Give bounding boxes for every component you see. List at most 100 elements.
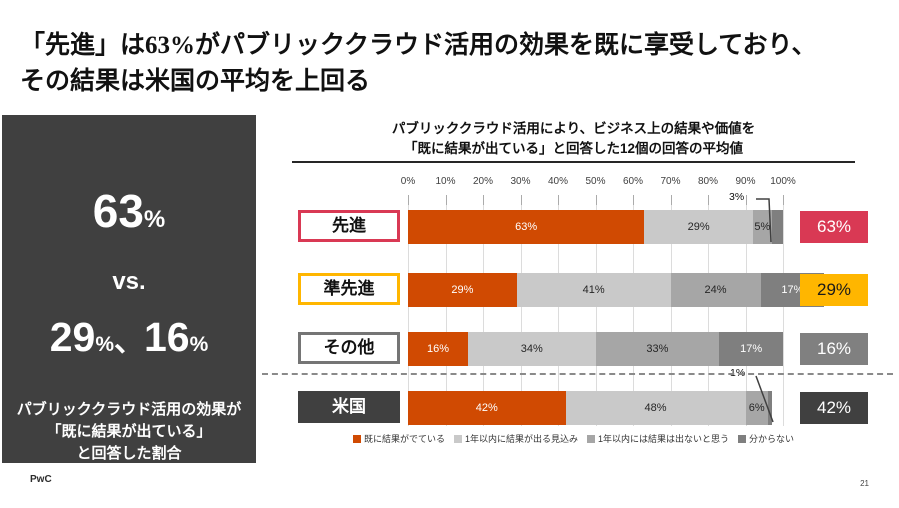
axis-tick	[783, 195, 784, 205]
bar-segment: 48%	[565, 391, 746, 425]
stat-primary-number: 63	[92, 185, 144, 237]
bar-segment: 33%	[595, 332, 720, 366]
stat-vs-label: vs.	[112, 268, 146, 295]
gridline	[783, 195, 784, 426]
panel-caption-line1: パブリッククラウド活用の効果が	[16, 401, 242, 418]
bar-segment: 17%	[719, 332, 783, 366]
callout-label: 3%	[729, 191, 745, 203]
row-badge-3: 16%	[800, 333, 868, 365]
legend-swatch-icon	[587, 434, 595, 443]
bar-segment: 42%	[408, 391, 566, 425]
axis-tick-label: 90%	[735, 176, 756, 187]
bar-segment	[771, 210, 783, 244]
legend-swatch-icon	[453, 434, 462, 443]
axis-tick-label: 0%	[400, 176, 416, 187]
row-badge-2: 29%	[800, 274, 868, 306]
axis-tick-label: 70%	[660, 176, 681, 187]
legend-item: 既に結果がでている	[352, 432, 445, 445]
row-label-4: 米国	[298, 391, 400, 423]
row-label-1: 先進	[298, 210, 400, 242]
axis-tick-label: 30%	[510, 176, 531, 187]
axis-tick-label: 10%	[435, 176, 456, 187]
gridline	[745, 195, 747, 426]
stat-primary: 63%	[2, 185, 256, 249]
legend-label: 既に結果がでている	[363, 434, 445, 444]
axis-tick-label: 40%	[547, 176, 568, 187]
axis-tick	[745, 195, 747, 205]
bar-segment: 63%	[408, 210, 645, 244]
legend-swatch-icon	[352, 434, 361, 443]
stat-secondary-number2: 16	[144, 314, 190, 360]
chart-title-rule	[292, 161, 855, 163]
bar-row-4: 42% 48% 6%	[408, 391, 772, 425]
gridline	[408, 195, 409, 426]
row-label-2: 準先進	[298, 273, 400, 305]
panel-caption-line2: 「既に結果が出ている」	[46, 423, 212, 440]
chart-title: パブリッククラウド活用により、ビジネス上の結果や価値を 「既に結果が出ている」と…	[292, 119, 855, 159]
chart-title-line2: 「既に結果が出ている」と回答した12個の回答の平均値	[403, 141, 743, 156]
axis-tick-label: 80%	[697, 176, 718, 187]
stat-separator: 、	[114, 325, 144, 358]
us-benchmark-separator-line	[262, 373, 893, 375]
axis-tick	[670, 195, 672, 205]
slide-title: 「先進」は63%がパブリッククラウド活用の効果を既に享受しており、 その結果は米…	[20, 28, 880, 100]
gridline	[595, 195, 597, 426]
axis-tick	[633, 195, 634, 205]
axis-tick	[558, 195, 559, 205]
axis-tick-label: 50%	[585, 176, 606, 187]
axis-tick	[708, 195, 709, 205]
axis-tick	[483, 195, 484, 205]
gridline	[445, 195, 447, 426]
axis-tick-label: 20%	[472, 176, 493, 187]
panel-caption-line3: と回答した割合	[76, 445, 182, 462]
legend-label: 1年以内に結果が出る見込み	[464, 434, 578, 444]
page-number: 21	[860, 479, 869, 488]
stat-secondary-number1: 29	[49, 314, 96, 360]
bar-segment: 29%	[408, 273, 517, 307]
bar-segment: 16%	[408, 332, 468, 366]
bar-row-2: 29% 41% 24% 17%	[408, 273, 825, 307]
gridline	[633, 195, 634, 426]
legend-item: 1年以内には結果は出ないと思う	[587, 432, 729, 445]
stat-secondary: 29%、16%	[2, 313, 256, 371]
gridline	[483, 195, 484, 426]
stat-secondary-unit1: %	[95, 333, 114, 356]
axis-tick	[520, 195, 522, 205]
row-badge-1: 63%	[800, 211, 868, 243]
stat-secondary-unit2: %	[189, 333, 209, 356]
legend-item: 1年以内に結果が出る見込み	[453, 432, 578, 445]
legend-swatch-icon	[738, 434, 747, 443]
pwc-logo: PwC	[30, 474, 52, 485]
panel-caption: パブリッククラウド活用の効果が 「既に結果が出ている」 と回答した割合	[2, 399, 256, 465]
bar-segment: 24%	[670, 273, 761, 307]
chart-title-line1: パブリッククラウド活用により、ビジネス上の結果や価値を	[391, 121, 756, 136]
slide-title-line1: 「先進」は63%がパブリッククラウド活用の効果を既に享受しており、	[20, 32, 817, 59]
stat-primary-unit: %	[143, 206, 166, 233]
legend-item: 分からない	[738, 432, 794, 445]
legend-label: 1年以内には結果は出ないと思う	[598, 434, 730, 444]
bar-segment: 34%	[468, 332, 596, 366]
bar-segment: 41%	[516, 273, 671, 307]
gridline	[708, 195, 709, 426]
key-stats-panel: 63% vs. 29%、16% パブリッククラウド活用の効果が 「既に結果が出て…	[2, 115, 256, 463]
bar-row-3: 16% 34% 33% 17%	[408, 332, 783, 366]
gridline	[670, 195, 672, 426]
axis-tick	[595, 195, 597, 205]
chart-legend: 既に結果がでている 1年以内に結果が出る見込み 1年以内には結果は出ないと思う 分から…	[292, 432, 855, 445]
row-badge-4: 42%	[800, 392, 868, 424]
bar-segment	[768, 391, 772, 425]
axis-tick	[408, 195, 409, 205]
axis-tick-label: 60%	[622, 176, 643, 187]
legend-label: 分からない	[749, 434, 795, 444]
row-label-3: その他	[298, 332, 400, 364]
bar-segment: 6%	[745, 391, 768, 425]
slide-title-line2: その結果は米国の平均を上回る	[20, 68, 371, 95]
gridline	[520, 195, 522, 426]
axis-tick	[445, 195, 447, 205]
gridline	[558, 195, 559, 426]
axis-tick-label: 100%	[770, 176, 796, 187]
bar-segment: 5%	[753, 210, 772, 244]
bar-segment: 29%	[644, 210, 753, 244]
bar-row-1: 63% 29% 5%	[408, 210, 783, 244]
